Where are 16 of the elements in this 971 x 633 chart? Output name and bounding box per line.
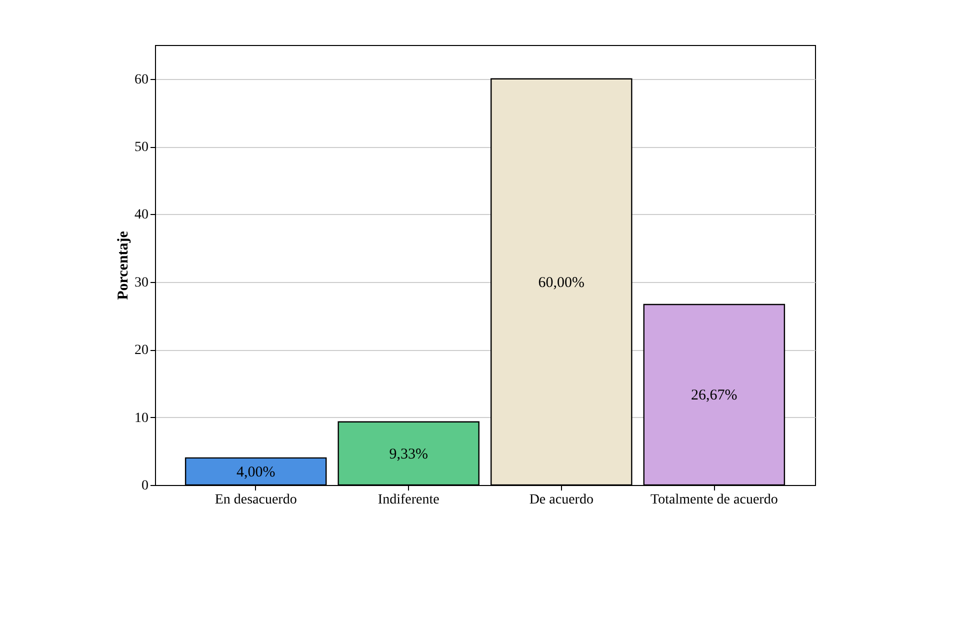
- y-axis-title: Porcentaje: [116, 230, 132, 300]
- x-tick-label: En desacuerdo: [214, 492, 297, 508]
- y-tick-label: 60: [134, 72, 148, 88]
- data-label: 26,67%: [691, 388, 738, 404]
- data-label: 60,00%: [538, 274, 585, 291]
- x-tick-label: Indiferente: [378, 492, 440, 508]
- y-tick-label: 0: [142, 478, 148, 494]
- x-tick-label: Totalmente de acuerdo: [650, 492, 778, 508]
- x-tick-label: De acuerdo: [529, 492, 594, 508]
- data-label: 9,33%: [389, 446, 428, 462]
- y-tick-label: 10: [134, 410, 148, 426]
- y-tick-label: 30: [134, 275, 148, 290]
- y-tick-label: 40: [134, 208, 148, 223]
- data-label: 4,00%: [236, 464, 276, 480]
- y-tick-label: 50: [134, 140, 148, 156]
- y-tick-label: 20: [134, 343, 148, 358]
